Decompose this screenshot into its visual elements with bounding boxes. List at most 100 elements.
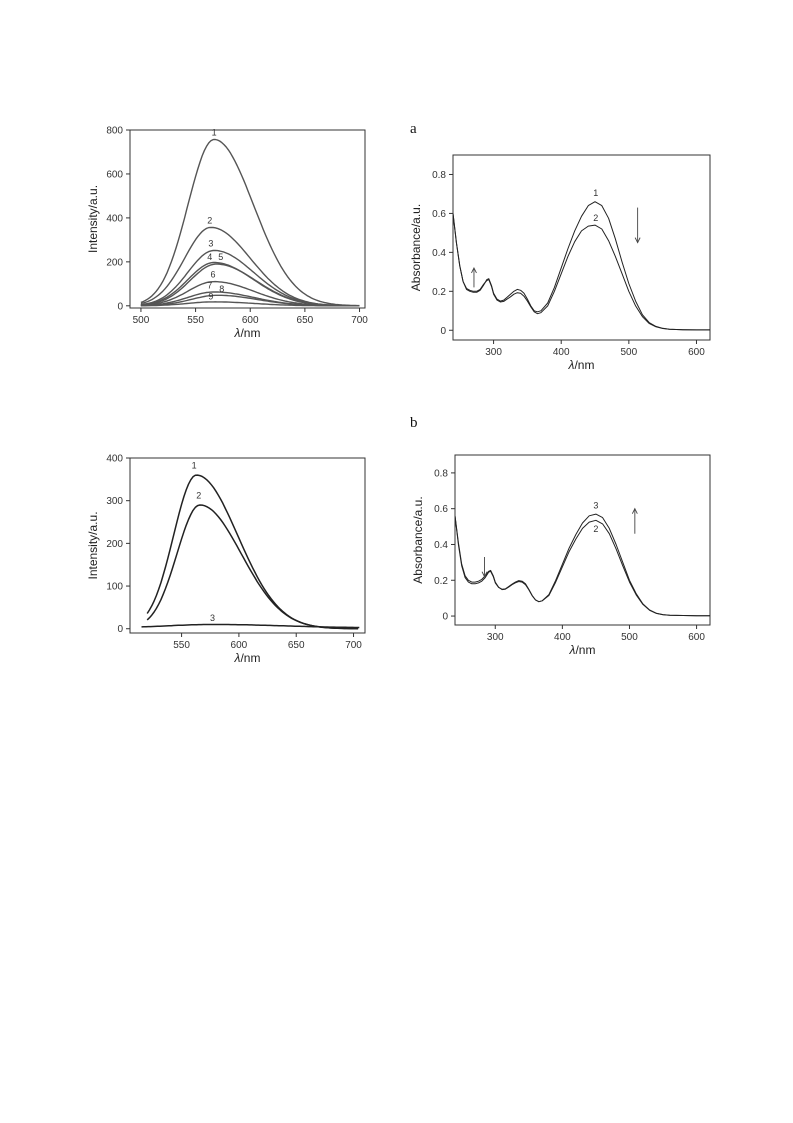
- plot-frame: [129, 129, 366, 309]
- series-line-1: [453, 201, 710, 331]
- y-axis-title: Absorbance/a.u.: [409, 204, 423, 291]
- x-axis-title-unit: /nm: [574, 358, 594, 372]
- x-tick-label: 500: [620, 347, 637, 358]
- x-tick-label: 600: [688, 347, 705, 358]
- y-tick-label: 0.8: [432, 170, 446, 181]
- x-axis-title-unit: /nm: [240, 651, 260, 665]
- trend-arrow-head: [471, 266, 477, 274]
- series-label-3: 3: [593, 501, 598, 511]
- plot-group: 300 400 500 600 0 0.2 0.4 0.6 0.8 λ/nm Absorbance/…: [409, 154, 711, 372]
- y-tick-label: 0.6: [434, 504, 448, 515]
- series-label-2: 2: [593, 524, 598, 534]
- series-label-8: 8: [219, 284, 224, 294]
- series-group: [453, 201, 710, 331]
- x-axis-title-unit: /nm: [575, 643, 595, 657]
- x-axis-title: λ/nm: [234, 326, 261, 340]
- series-group: [140, 138, 360, 307]
- y-tick-label: 0.2: [432, 287, 446, 298]
- series-label-2: 2: [207, 215, 212, 225]
- series-label-2: 2: [593, 213, 598, 223]
- trend-arrow-head: [481, 571, 488, 578]
- x-tick-label: 700: [345, 640, 362, 651]
- y-tick-label: 300: [106, 496, 123, 507]
- series-label-4: 4: [207, 252, 212, 262]
- fluorescence-chart-bottom: 550 600 650 700 0 100 200 300 400 λ/nm Intensity/a…: [80, 450, 380, 680]
- series-label-3: 3: [210, 613, 215, 623]
- y-tick-label: 0.4: [432, 248, 446, 259]
- y-axis-title: Intensity/a.u.: [86, 185, 100, 253]
- series-label-1: 1: [212, 127, 217, 137]
- series-label-5: 5: [218, 252, 223, 262]
- plot-frame: [129, 457, 366, 634]
- plot-frame: [452, 154, 711, 341]
- y-tick-label: 0.2: [434, 576, 448, 587]
- series-line-2: [453, 213, 710, 331]
- series-line-3: [141, 623, 360, 629]
- y-tick-label: 0.6: [432, 209, 446, 220]
- x-axis-title-symbol: λ: [234, 326, 241, 340]
- y-tick-label: 0.4: [434, 540, 448, 551]
- series-line-5: [140, 263, 360, 307]
- y-axis-title: Intensity/a.u.: [86, 511, 100, 579]
- x-tick-label: 400: [553, 347, 570, 358]
- y-tick-label: 600: [106, 169, 123, 180]
- x-tick-label: 600: [231, 640, 248, 651]
- series-group: [141, 474, 360, 630]
- series-line-1: [140, 138, 360, 307]
- x-tick-label: 600: [688, 632, 705, 643]
- absorbance-chart-b-svg: 300 400 500 600 0 0.2 0.4 0.6 0.8 λ/nm Absorbance/…: [411, 454, 711, 657]
- series-line-9: [140, 301, 360, 307]
- y-tick-label: 0: [440, 326, 446, 337]
- x-tick-label: 600: [242, 315, 259, 326]
- y-tick-label: 0.8: [434, 468, 448, 479]
- series-label-7: 7: [207, 281, 212, 291]
- x-tick-label: 650: [288, 640, 305, 651]
- x-axis-title: λ/nm: [234, 651, 261, 665]
- x-tick-label: 300: [485, 347, 502, 358]
- absorbance-chart-b: 300 400 500 600 0 0.2 0.4 0.6 0.8 λ/nm Absorbance/…: [410, 450, 720, 680]
- series-line-2: [455, 515, 710, 617]
- y-tick-label: 0: [442, 612, 448, 623]
- x-tick-label: 500: [133, 315, 150, 326]
- plot-group: 500 550 600 650 700 0 200 400 600 800 λ/nm Intensit…: [86, 126, 368, 341]
- x-tick-label: 400: [554, 632, 571, 643]
- y-tick-label: 100: [106, 582, 123, 593]
- absorbance-chart-a: 300 400 500 600 0 0.2 0.4 0.6 0.8 λ/nm Absorbance/…: [409, 150, 720, 380]
- x-axis-title-symbol: λ: [569, 643, 576, 657]
- series-label-2: 2: [196, 491, 201, 501]
- x-axis-title-symbol: λ: [568, 358, 575, 372]
- series-group: [455, 513, 710, 617]
- x-axis-title-unit: /nm: [240, 326, 260, 340]
- x-axis-title-symbol: λ: [234, 651, 241, 665]
- fluorescence-chart-top: 500 550 600 650 700 0 200 400 600 800 λ/nm Intensit…: [80, 120, 380, 350]
- fluorescence-chart-bottom-svg: 550 600 650 700 0 100 200 300 400 λ/nm Intensity/a…: [86, 454, 366, 665]
- y-tick-label: 400: [106, 454, 123, 465]
- trend-arrow-head: [634, 237, 641, 244]
- y-tick-label: 200: [106, 257, 123, 268]
- x-tick-label: 500: [621, 632, 638, 643]
- trend-arrow-head: [631, 507, 638, 514]
- panel-label-a: a: [410, 121, 417, 137]
- x-tick-label: 700: [351, 315, 368, 326]
- plot-frame: [454, 454, 711, 626]
- series-label-1: 1: [192, 461, 197, 471]
- x-axis-title: λ/nm: [569, 643, 596, 657]
- series-line-1: [146, 474, 359, 630]
- x-tick-label: 550: [187, 315, 204, 326]
- series-label-3: 3: [208, 238, 213, 248]
- y-tick-label: 800: [106, 126, 123, 137]
- x-axis-title: λ/nm: [568, 358, 595, 372]
- y-tick-label: 0: [117, 301, 123, 312]
- plot-group: 300 400 500 600 0 0.2 0.4 0.6 0.8 λ/nm Absorbance/…: [411, 454, 711, 657]
- y-tick-label: 400: [106, 213, 123, 224]
- series-label-9: 9: [208, 292, 213, 302]
- x-tick-label: 650: [297, 315, 314, 326]
- y-axis-title: Absorbance/a.u.: [411, 496, 425, 583]
- y-tick-label: 200: [106, 539, 123, 550]
- absorbance-chart-a-svg: 300 400 500 600 0 0.2 0.4 0.6 0.8 λ/nm Absorbance/…: [409, 154, 711, 372]
- x-tick-label: 550: [173, 640, 190, 651]
- panel-label-b: b: [410, 415, 418, 431]
- x-tick-label: 300: [487, 632, 504, 643]
- y-tick-label: 0: [117, 624, 123, 635]
- fluorescence-chart-top-svg: 500 550 600 650 700 0 200 400 600 800 λ/nm Intensit…: [86, 126, 368, 341]
